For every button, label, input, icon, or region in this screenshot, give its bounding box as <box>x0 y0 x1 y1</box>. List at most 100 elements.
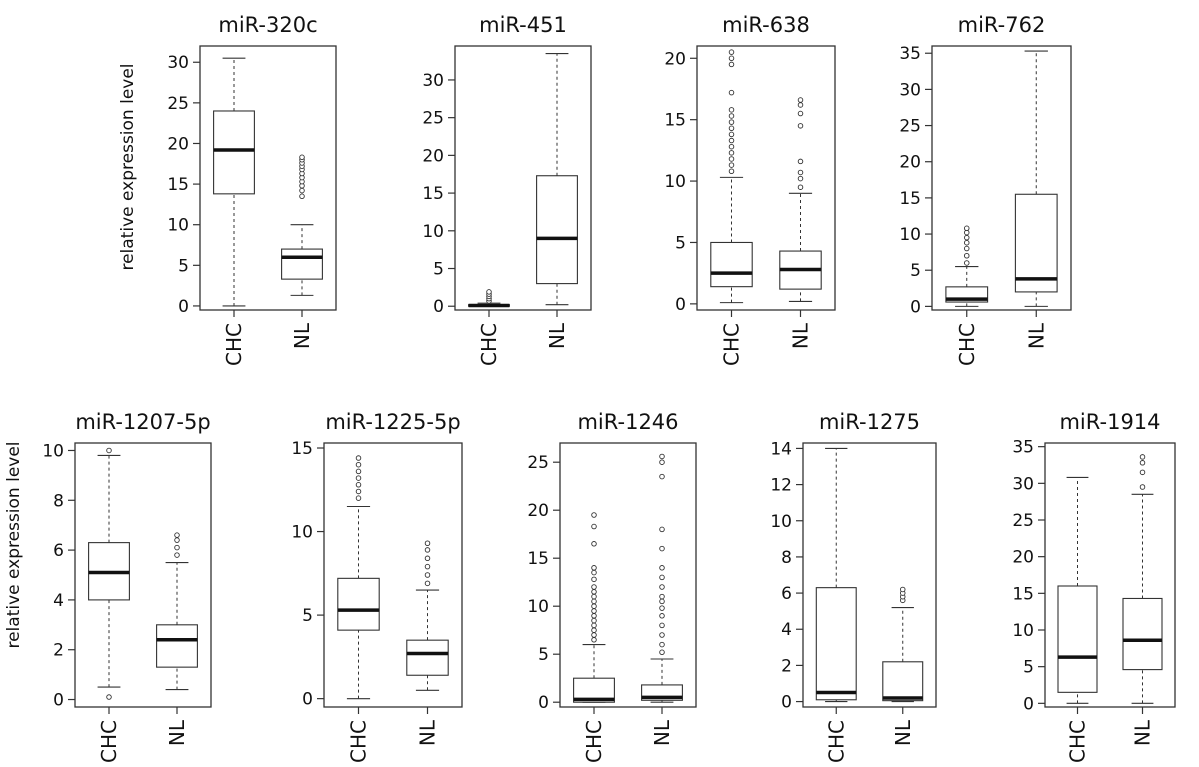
y-tick-label: 30 <box>899 80 921 100</box>
outlier-point <box>355 488 362 495</box>
y-tick-label: 20 <box>422 146 444 166</box>
iqr-box-nl <box>1122 597 1163 671</box>
y-tick-label: 6 <box>53 541 64 561</box>
outlier-point <box>174 537 180 543</box>
plot-frame <box>696 45 836 311</box>
panel-4: miR-1207-5p 0 2 4 6 8 10 CHC NL <box>42 410 212 763</box>
panel-7: miR-1275 0 2 4 6 8 10 12 14 CHC NL <box>770 410 937 763</box>
outlier-point <box>728 137 735 144</box>
y-tick-label: 14 <box>770 439 792 459</box>
iqr-box-chc <box>337 577 380 631</box>
y-tick-label: 10 <box>167 216 189 236</box>
category-label: CHC <box>582 720 606 763</box>
outlier-point <box>591 637 597 643</box>
panel-2: miR-638 0 5 10 15 20 CHC NL <box>664 13 836 366</box>
outlier-point <box>591 541 597 547</box>
outlier-point <box>659 459 665 465</box>
category-label: CHC <box>222 323 246 366</box>
y-tick-label: 35 <box>899 44 921 64</box>
category-label: NL <box>290 322 314 349</box>
y-tick-label: 10 <box>664 172 686 192</box>
plot-frame <box>454 45 592 311</box>
outlier-point <box>355 495 362 501</box>
outlier-point <box>728 143 735 150</box>
y-tick-label: 25 <box>899 117 921 137</box>
outlier-point <box>728 168 735 174</box>
outlier-point <box>728 89 735 96</box>
y-tick-label: 10 <box>42 441 64 461</box>
outlier-point <box>591 523 597 530</box>
y-tick-label: 4 <box>781 620 792 640</box>
y-tick-label: 5 <box>910 261 921 281</box>
panel-1: miR-451 0 5 10 15 20 25 30 CHC NL <box>422 13 592 366</box>
outlier-point <box>728 150 735 156</box>
category-label: NL <box>1024 322 1048 349</box>
outlier-point <box>659 453 665 460</box>
outlier-point <box>728 131 735 138</box>
outlier-point <box>591 622 597 629</box>
panel-title: miR-1207-5p <box>75 410 210 434</box>
y-tick-label: 12 <box>770 476 792 496</box>
y-tick-label: 5 <box>178 256 189 276</box>
category-label: CHC <box>1066 720 1090 763</box>
outlier-point <box>1139 454 1146 460</box>
y-tick-label: 20 <box>1012 548 1034 568</box>
category-label: NL <box>789 322 813 349</box>
outlier-point <box>728 119 735 125</box>
outlier-point <box>797 123 804 129</box>
panels: miR-320c 0 5 10 15 20 25 30 CHC NL miR-451 0 5 10 15 20… <box>42 13 1176 763</box>
iqr-box-chc <box>710 241 753 288</box>
outlier-point <box>106 447 112 454</box>
outlier-point <box>659 574 665 581</box>
y-tick-label: 0 <box>178 297 189 317</box>
outlier-point <box>964 245 970 252</box>
panel-title: miR-451 <box>479 13 567 37</box>
y-tick-label: 0 <box>910 297 921 317</box>
plot-frame <box>1044 442 1176 708</box>
y-tick-label: 5 <box>1023 658 1034 678</box>
panel-5: miR-1225-5p 0 5 10 15 CHC NL <box>291 410 463 763</box>
outlier-point <box>964 234 970 241</box>
outlier-point <box>299 193 305 200</box>
outlier-point <box>591 632 597 638</box>
y-tick-label: 5 <box>433 260 444 280</box>
outlier-point <box>728 61 735 68</box>
y-tick-label: 15 <box>899 189 921 209</box>
outlier-point <box>355 475 362 481</box>
outlier-point <box>797 102 804 108</box>
y-tick-label: 5 <box>538 645 549 665</box>
outlier-point <box>174 544 180 551</box>
y-tick-label: 10 <box>422 222 444 242</box>
outlier-point <box>591 608 597 614</box>
outlier-point <box>174 552 180 558</box>
outlier-point <box>797 158 804 165</box>
panel-title: miR-320c <box>218 13 317 37</box>
y-tick-label: 0 <box>302 690 313 710</box>
iqr-box-nl <box>882 661 924 702</box>
plot-frame <box>199 45 337 311</box>
panel-title: miR-1914 <box>1059 410 1160 434</box>
outlier-point <box>355 461 362 468</box>
iqr-box-nl <box>1014 193 1058 293</box>
outlier-point <box>659 593 665 600</box>
y-tick-label: 25 <box>527 453 549 473</box>
panel-title: miR-762 <box>958 13 1046 37</box>
plot-frame <box>559 442 697 708</box>
y-tick-label: 5 <box>302 606 313 626</box>
outlier-point <box>591 565 597 571</box>
outlier-point <box>659 584 665 590</box>
y-tick-label: 15 <box>167 175 189 195</box>
outlier-point <box>424 555 431 562</box>
outlier-point <box>900 586 906 593</box>
outlier-point <box>424 572 431 578</box>
y-tick-label: 8 <box>53 491 64 511</box>
iqr-box-nl <box>156 624 198 668</box>
outlier-point <box>486 289 492 295</box>
y-tick-label: 15 <box>1012 584 1034 604</box>
outlier-point <box>591 613 597 619</box>
plot-frame <box>74 442 212 708</box>
category-label: CHC <box>477 323 501 366</box>
outlier-point <box>424 540 431 547</box>
outlier-point <box>591 627 597 633</box>
